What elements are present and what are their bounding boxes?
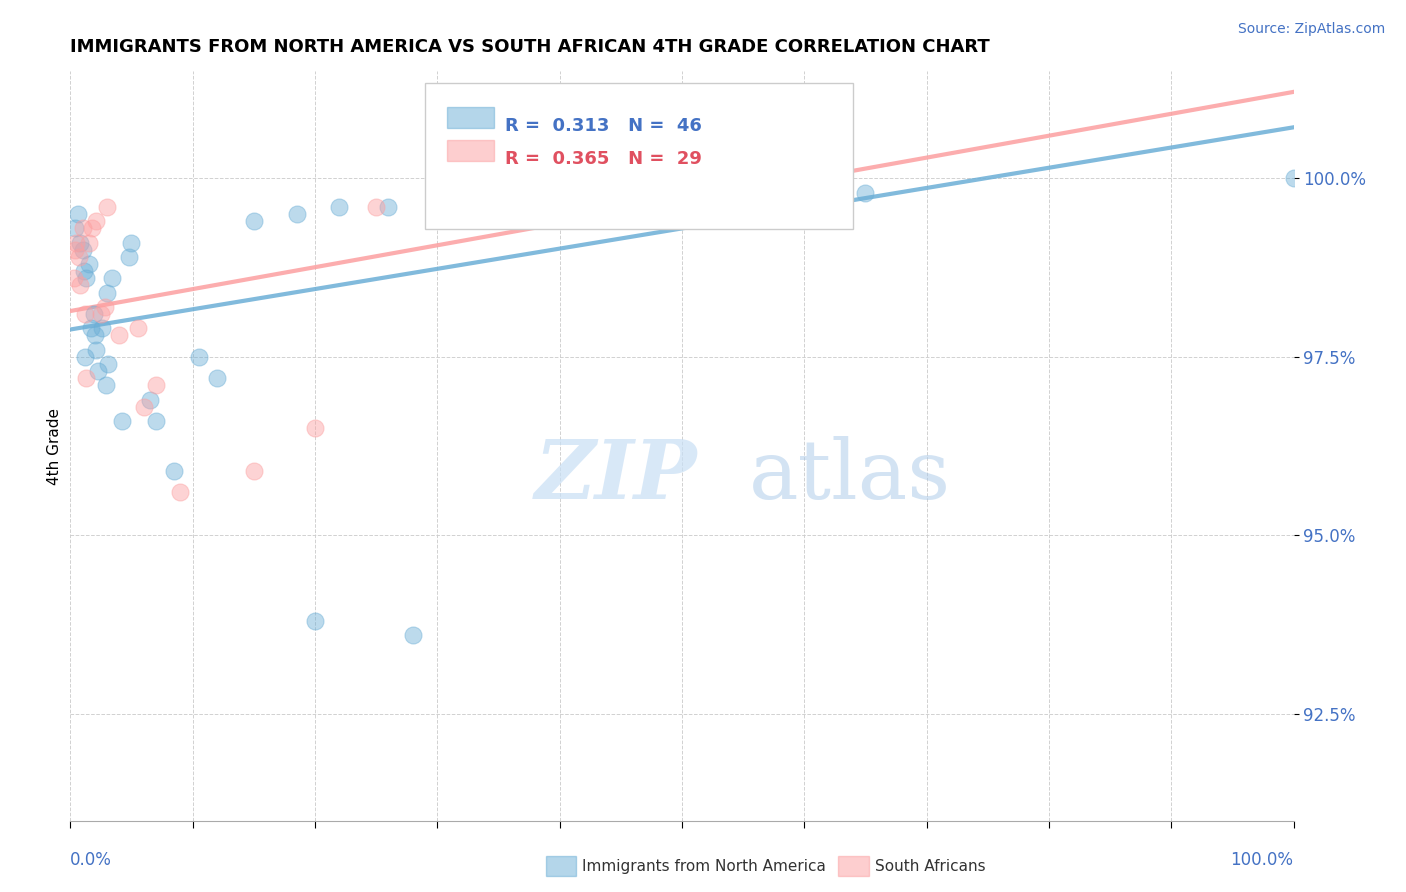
FancyBboxPatch shape	[425, 83, 853, 228]
Point	[817, 178, 839, 193]
Point	[83, 307, 105, 321]
Point	[94, 378, 117, 392]
Point	[73, 307, 96, 321]
Point	[366, 200, 388, 214]
Text: atlas: atlas	[749, 436, 952, 516]
Point	[83, 328, 105, 343]
Point	[77, 257, 100, 271]
Point	[118, 250, 141, 264]
Point	[90, 307, 112, 321]
Point	[87, 364, 110, 378]
Point	[80, 321, 103, 335]
Text: R =  0.313   N =  46: R = 0.313 N = 46	[505, 117, 702, 135]
Point	[72, 221, 94, 235]
Point	[101, 271, 124, 285]
Point	[243, 464, 266, 478]
FancyBboxPatch shape	[447, 140, 494, 161]
Point	[91, 321, 114, 335]
Point	[77, 235, 100, 250]
Point	[463, 193, 485, 207]
Point	[243, 214, 266, 228]
Point	[707, 193, 730, 207]
Point	[63, 221, 86, 235]
Point	[72, 243, 94, 257]
Point	[73, 264, 96, 278]
Point	[328, 200, 350, 214]
Point	[671, 186, 693, 200]
Point	[205, 371, 228, 385]
Point	[63, 243, 86, 257]
Point	[63, 271, 86, 285]
Point	[463, 193, 485, 207]
Point	[377, 200, 399, 214]
Point	[304, 614, 326, 628]
Point	[66, 207, 89, 221]
Point	[108, 328, 131, 343]
Point	[598, 207, 620, 221]
Point	[75, 271, 97, 285]
Point	[127, 321, 149, 335]
Point	[69, 235, 91, 250]
Point	[304, 421, 326, 435]
Text: IMMIGRANTS FROM NORTH AMERICA VS SOUTH AFRICAN 4TH GRADE CORRELATION CHART: IMMIGRANTS FROM NORTH AMERICA VS SOUTH A…	[70, 38, 990, 56]
Point	[96, 200, 118, 214]
Text: R =  0.365   N =  29: R = 0.365 N = 29	[505, 150, 702, 168]
Point	[84, 214, 107, 228]
Point	[744, 193, 766, 207]
Point	[572, 186, 595, 200]
Point	[610, 193, 633, 207]
Point	[139, 392, 162, 407]
Point	[82, 221, 104, 235]
Text: Source: ZipAtlas.com: Source: ZipAtlas.com	[1237, 22, 1385, 37]
Point	[647, 207, 669, 221]
Point	[536, 186, 558, 200]
Point	[187, 350, 209, 364]
Point	[1282, 171, 1305, 186]
Point	[145, 414, 167, 428]
Point	[84, 343, 107, 357]
Point	[96, 285, 118, 300]
Point	[93, 300, 115, 314]
Point	[426, 207, 449, 221]
Point	[145, 378, 167, 392]
Point	[111, 414, 134, 428]
Point	[855, 186, 877, 200]
Point	[169, 485, 191, 500]
Point	[499, 186, 522, 200]
Text: 100.0%: 100.0%	[1230, 851, 1294, 869]
Text: 0.0%: 0.0%	[70, 851, 112, 869]
Point	[572, 186, 595, 200]
Point	[163, 464, 186, 478]
Point	[402, 628, 425, 642]
Point	[285, 207, 308, 221]
Point	[67, 250, 90, 264]
Point	[132, 400, 155, 414]
Point	[69, 278, 91, 293]
Point	[499, 193, 522, 207]
Text: Immigrants from North America: Immigrants from North America	[582, 859, 825, 873]
Point	[780, 186, 803, 200]
Point	[65, 235, 87, 250]
FancyBboxPatch shape	[447, 106, 494, 128]
Point	[548, 193, 571, 207]
Y-axis label: 4th Grade: 4th Grade	[46, 408, 62, 484]
Point	[524, 186, 547, 200]
Point	[121, 235, 143, 250]
Point	[426, 193, 449, 207]
Point	[97, 357, 120, 371]
Point	[73, 350, 96, 364]
Text: ZIP: ZIP	[536, 436, 697, 516]
Text: South Africans: South Africans	[875, 859, 986, 873]
Point	[75, 371, 97, 385]
